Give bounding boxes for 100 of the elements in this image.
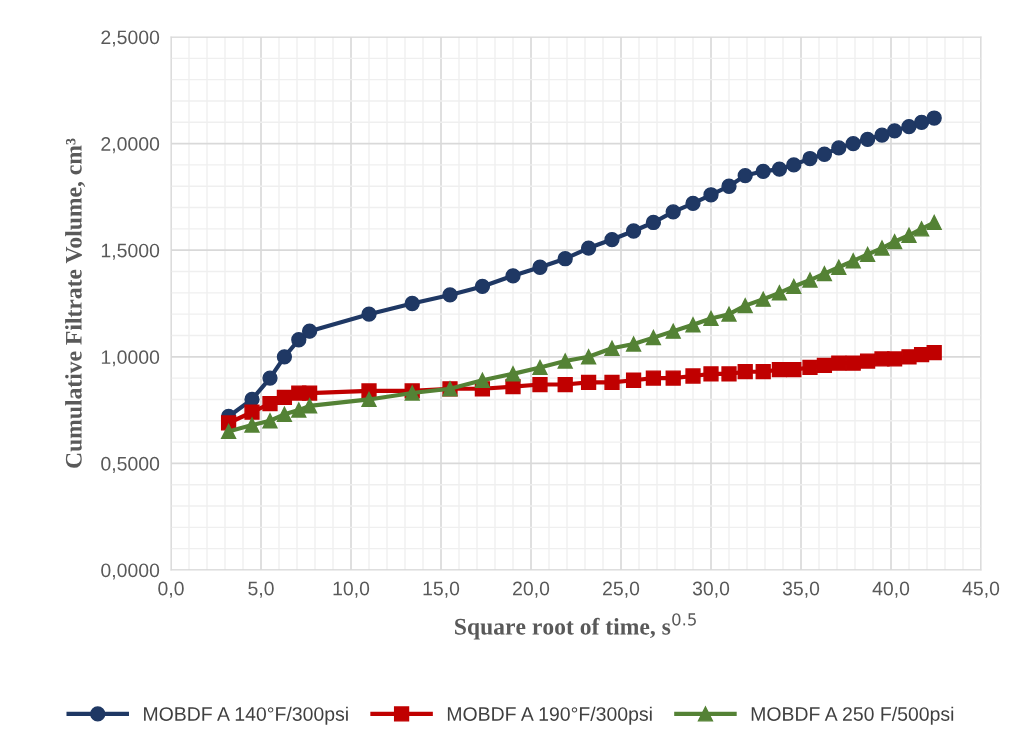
point bbox=[532, 376, 548, 393]
point bbox=[580, 240, 597, 256]
point bbox=[816, 146, 833, 162]
point bbox=[859, 353, 876, 369]
point bbox=[604, 340, 620, 356]
point bbox=[901, 227, 917, 243]
point bbox=[831, 259, 847, 275]
y-tick-label: 0,5000 bbox=[101, 456, 160, 473]
point bbox=[262, 413, 278, 429]
x-tick-label: 35,0 bbox=[782, 581, 820, 598]
point bbox=[721, 306, 737, 322]
point bbox=[262, 370, 278, 386]
x-tick-label: 40,0 bbox=[872, 581, 910, 598]
point bbox=[831, 355, 847, 371]
point bbox=[505, 379, 521, 395]
x-tick-label: 10,0 bbox=[333, 581, 370, 598]
point bbox=[291, 332, 307, 348]
point bbox=[886, 234, 903, 250]
point bbox=[361, 391, 377, 408]
point bbox=[901, 118, 917, 135]
point bbox=[786, 278, 802, 295]
point bbox=[404, 295, 420, 312]
point bbox=[604, 374, 620, 391]
point bbox=[244, 417, 260, 433]
point bbox=[886, 351, 903, 367]
legend-label: MOBDF A 250 F/500psi bbox=[751, 706, 954, 725]
point bbox=[220, 423, 237, 440]
point bbox=[816, 357, 833, 373]
point bbox=[786, 157, 802, 173]
x-tick-label: 0,0 bbox=[158, 581, 184, 598]
point bbox=[276, 389, 293, 405]
point bbox=[831, 140, 847, 156]
point bbox=[703, 366, 719, 382]
y-tick-label: 0,0000 bbox=[101, 563, 160, 580]
point bbox=[604, 231, 620, 248]
point bbox=[926, 214, 942, 231]
point bbox=[625, 372, 642, 388]
point bbox=[505, 366, 521, 382]
point bbox=[786, 361, 802, 378]
point bbox=[926, 110, 942, 126]
point bbox=[737, 167, 753, 184]
point bbox=[703, 310, 719, 327]
point bbox=[665, 370, 681, 386]
point bbox=[845, 135, 861, 152]
point bbox=[755, 163, 771, 179]
point bbox=[771, 161, 788, 177]
y-tick-label: 2,0000 bbox=[101, 137, 160, 154]
point bbox=[645, 214, 662, 231]
point bbox=[685, 195, 701, 211]
point bbox=[645, 329, 662, 346]
point bbox=[580, 349, 597, 365]
x-tick-label: 20,0 bbox=[513, 581, 550, 598]
point bbox=[913, 114, 930, 130]
y-tick-label: 1,0000 bbox=[101, 350, 160, 367]
point bbox=[276, 349, 293, 365]
point bbox=[737, 364, 753, 380]
point bbox=[721, 178, 737, 194]
point bbox=[737, 297, 753, 314]
point bbox=[474, 278, 491, 295]
point bbox=[913, 221, 930, 237]
point bbox=[685, 317, 701, 333]
point bbox=[926, 344, 942, 361]
point bbox=[802, 359, 818, 376]
point bbox=[771, 361, 788, 378]
point bbox=[244, 404, 260, 420]
point bbox=[291, 402, 307, 418]
point bbox=[557, 353, 573, 369]
point bbox=[625, 336, 642, 352]
x-tick-label: 5,0 bbox=[248, 581, 274, 598]
point bbox=[505, 268, 521, 284]
point bbox=[703, 187, 719, 203]
point bbox=[645, 370, 662, 386]
point bbox=[874, 127, 890, 143]
point bbox=[721, 366, 737, 382]
y-tick-label: 1,5000 bbox=[101, 243, 160, 260]
point bbox=[874, 240, 890, 256]
point bbox=[532, 359, 548, 376]
point bbox=[557, 251, 573, 267]
point bbox=[557, 376, 573, 393]
point bbox=[301, 398, 318, 414]
x-tick-label: 45,0 bbox=[962, 581, 1000, 598]
point bbox=[665, 204, 681, 220]
point bbox=[442, 287, 458, 303]
point bbox=[816, 266, 833, 282]
y-axis-title: Cumulative Filtrate Volume, cm³ bbox=[65, 138, 86, 468]
y-tick-label: 2,5000 bbox=[101, 30, 160, 47]
point bbox=[301, 385, 318, 401]
x-tick-label: 15,0 bbox=[423, 581, 460, 598]
point bbox=[474, 372, 491, 388]
point bbox=[361, 306, 377, 322]
x-tick-label: 25,0 bbox=[603, 581, 640, 598]
point bbox=[845, 253, 861, 269]
point bbox=[665, 323, 681, 339]
point bbox=[859, 246, 876, 263]
point bbox=[580, 374, 597, 391]
point bbox=[532, 259, 548, 275]
point bbox=[886, 123, 903, 139]
point bbox=[802, 150, 818, 167]
legend-label: MOBDF A 140°F/300psi bbox=[144, 706, 348, 725]
point bbox=[301, 323, 318, 339]
